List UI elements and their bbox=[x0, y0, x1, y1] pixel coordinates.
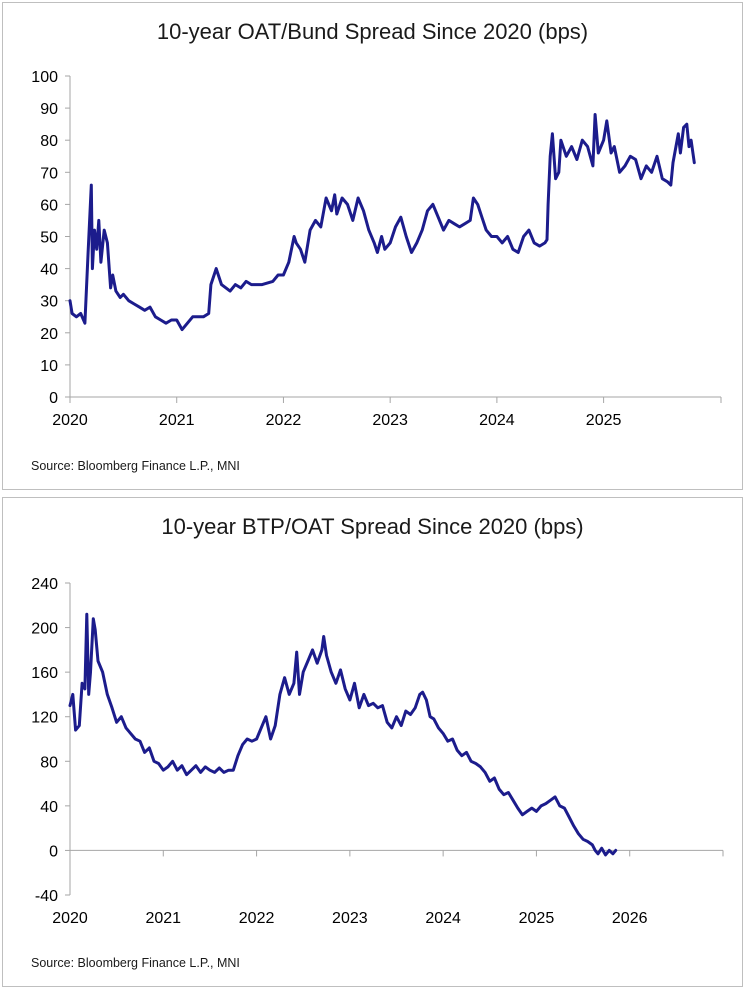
chart-panel-btp-oat: 10-year BTP/OAT Spread Since 2020 (bps) … bbox=[2, 497, 743, 987]
x-tick-label: 2026 bbox=[612, 910, 648, 927]
x-tick-label: 2023 bbox=[372, 412, 408, 429]
y-tick-label: 200 bbox=[31, 621, 58, 638]
chart-source: Source: Bloomberg Finance L.P., MNI bbox=[31, 956, 240, 970]
chart-btp-oat: -40 0 40 80 120 160 200 240 2020 2021 2022 2023 2024… bbox=[31, 576, 724, 927]
y-tick-label: 80 bbox=[40, 133, 58, 150]
y-tick-label: 40 bbox=[40, 799, 58, 816]
y-tick-label: 40 bbox=[40, 262, 58, 279]
y-tick-label: 10 bbox=[40, 358, 58, 375]
x-tick-label: 2021 bbox=[145, 910, 181, 927]
y-tick-label: 0 bbox=[49, 390, 58, 407]
x-tick-label: 2020 bbox=[52, 910, 88, 927]
y-tick-label: 20 bbox=[40, 326, 58, 343]
x-tick-label: 2023 bbox=[332, 910, 368, 927]
y-tick-label: 30 bbox=[40, 294, 58, 311]
series-line bbox=[68, 113, 696, 332]
y-tick-label: 240 bbox=[31, 576, 58, 593]
y-tick-label: 120 bbox=[31, 710, 58, 727]
y-tick-label: 90 bbox=[40, 101, 58, 118]
y-tick-label: 100 bbox=[31, 69, 58, 86]
x-tick-label: 2024 bbox=[425, 910, 461, 927]
y-tick-label: 80 bbox=[40, 754, 58, 771]
y-tick-label: 70 bbox=[40, 165, 58, 182]
chart-panel-oat-bund: 10-year OAT/Bund Spread Since 2020 (bps)… bbox=[2, 2, 743, 490]
x-tick-label: 2022 bbox=[239, 910, 275, 927]
x-tick-label: 2024 bbox=[479, 412, 515, 429]
chart-title: 10-year OAT/Bund Spread Since 2020 (bps) bbox=[156, 19, 589, 44]
y-tick-label: -40 bbox=[35, 888, 58, 905]
x-tick-label: 2025 bbox=[586, 412, 622, 429]
chart-source: Source: Bloomberg Finance L.P., MNI bbox=[31, 459, 240, 473]
chart-oat-bund: 0 10 20 30 40 50 60 70 80 90 100 2020 2021 2022 2023 20… bbox=[31, 69, 722, 429]
x-tick-label: 2025 bbox=[519, 910, 555, 927]
y-tick-label: 50 bbox=[40, 230, 58, 247]
x-tick-label: 2022 bbox=[266, 412, 302, 429]
x-tick-label: 2021 bbox=[159, 412, 195, 429]
x-tick-label: 2020 bbox=[52, 412, 88, 429]
series-line bbox=[68, 612, 618, 857]
y-tick-label: 160 bbox=[31, 665, 58, 682]
y-tick-label: 60 bbox=[40, 197, 58, 214]
chart-title: 10-year BTP/OAT Spread Since 2020 (bps) bbox=[161, 514, 584, 539]
y-tick-label: 0 bbox=[49, 843, 58, 860]
